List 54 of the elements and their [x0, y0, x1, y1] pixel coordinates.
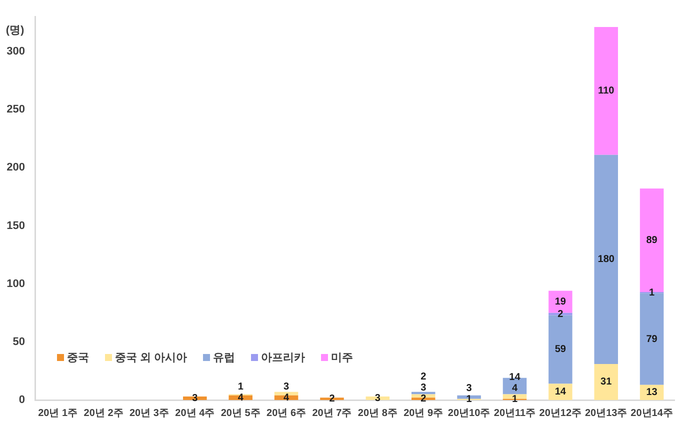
data-label: 31 — [600, 376, 612, 388]
x-tick-label: 20년 6주 — [266, 408, 306, 419]
data-label: 13 — [646, 387, 658, 398]
x-tick-label: 20년13주 — [584, 408, 628, 419]
y-tick-label: 0 — [18, 394, 25, 406]
bar — [274, 392, 298, 396]
data-label: 2 — [420, 372, 427, 383]
bar — [548, 315, 572, 384]
x-tick-label: 20년12주 — [539, 408, 582, 419]
bar — [548, 384, 572, 400]
y-axis-title: (명) — [6, 24, 24, 37]
y-tick-label: 200 — [6, 162, 25, 174]
x-tick-label: 20년 9주 — [404, 408, 444, 419]
data-label: 3 — [420, 382, 427, 394]
data-label: 1 — [512, 394, 518, 406]
legend-label: 미주 — [331, 351, 354, 365]
x-tick-label: 20년11주 — [494, 408, 536, 419]
legend-label: 중국 — [67, 351, 89, 365]
data-label: 2 — [558, 308, 564, 320]
data-label: 59 — [554, 344, 566, 356]
y-tick-label: 300 — [6, 45, 25, 58]
y-tick-label: 250 — [6, 104, 25, 116]
data-label: 14 — [509, 372, 521, 384]
x-tick-label: 20년 3주 — [129, 408, 169, 419]
data-label: 4 — [512, 383, 518, 394]
x-tick-label: 20년 1주 — [38, 408, 78, 419]
data-label: 110 — [598, 86, 615, 97]
data-label: 1 — [649, 287, 656, 298]
data-label: 14 — [554, 386, 566, 398]
data-label: 1 — [238, 381, 244, 392]
data-label: 3 — [374, 393, 381, 404]
bar — [594, 27, 618, 155]
data-label: 3 — [284, 381, 290, 392]
data-label: 180 — [598, 254, 615, 266]
x-tick-label: 20년 5주 — [220, 408, 260, 419]
x-tick-label: 20년14주 — [630, 408, 673, 419]
x-tick-label: 20년 4주 — [175, 408, 215, 419]
data-label: 79 — [646, 334, 658, 345]
x-tick-label: 20년 8주 — [358, 408, 398, 419]
legend-label: 유럽 — [213, 351, 236, 365]
data-label: 89 — [646, 235, 658, 246]
y-tick-label: 150 — [6, 220, 25, 232]
x-tick-label: 20년 2주 — [84, 408, 124, 419]
bar — [594, 364, 618, 400]
y-tick-label: 50 — [12, 336, 25, 348]
x-tick-label: 20년 7주 — [312, 408, 352, 419]
bar — [594, 154, 618, 364]
data-label: 3 — [466, 383, 472, 394]
x-tick-label: 20년10주 — [448, 408, 490, 419]
legend-label: 아프리카 — [261, 351, 306, 365]
legend-label: 중국 외 아시아 — [115, 351, 188, 365]
y-tick-label: 100 — [6, 278, 25, 290]
data-label: 19 — [554, 296, 566, 308]
data-label: 1 — [466, 394, 472, 406]
